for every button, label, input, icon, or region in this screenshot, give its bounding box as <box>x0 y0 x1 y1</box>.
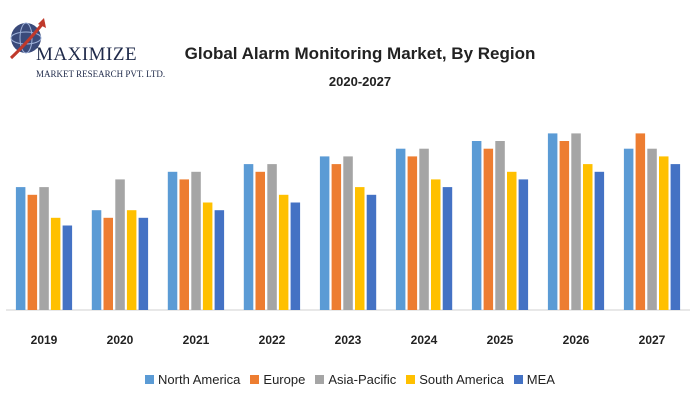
chart-title: Global Alarm Monitoring Market, By Regio… <box>184 44 536 63</box>
x-tick-label: 2022 <box>259 333 286 347</box>
x-tick-label: 2026 <box>563 333 590 347</box>
bar-2022-south-america <box>278 194 289 310</box>
globe-icon <box>9 18 46 60</box>
legend-item: North America <box>145 372 240 387</box>
x-tick-label: 2019 <box>31 333 58 347</box>
bar-2019-south-america <box>50 217 61 310</box>
bar-2026-asia-pacific <box>571 133 581 310</box>
x-tick-label: 2020 <box>107 333 134 347</box>
bar-2025-north-america <box>471 141 482 310</box>
bar-2022-europe <box>255 171 265 310</box>
bar-2019-asia-pacific <box>39 187 49 310</box>
legend-swatch <box>315 375 325 384</box>
bar-2021-mea <box>214 210 225 310</box>
legend-label: Europe <box>263 372 306 387</box>
bar-2027-asia-pacific <box>647 148 657 310</box>
bar-2025-asia-pacific <box>495 141 505 310</box>
bar-2023-asia-pacific <box>343 156 353 310</box>
bar-2026-north-america <box>547 133 558 310</box>
bar-2024-mea <box>442 187 453 310</box>
bar-2027-europe <box>635 133 646 310</box>
bar-2022-mea <box>290 202 301 310</box>
bar-2020-europe <box>103 217 113 310</box>
bar-2026-europe <box>559 141 570 310</box>
bar-2024-europe <box>407 156 418 310</box>
bar-2025-mea <box>518 179 529 310</box>
bar-2024-asia-pacific <box>419 148 429 310</box>
bar-2021-europe <box>179 179 189 310</box>
bar-2020-south-america <box>126 210 137 310</box>
legend-item: Europe <box>250 372 305 387</box>
bar-2024-south-america <box>431 179 441 310</box>
bar-2019-north-america <box>15 187 26 310</box>
logo-name: MAXIMIZE <box>36 44 138 65</box>
bar-2026-south-america <box>583 164 593 310</box>
bar-2022-asia-pacific <box>267 164 277 310</box>
legend-item: Asia-Pacific <box>315 372 396 387</box>
x-tick-label: 2024 <box>411 333 438 347</box>
legend-swatch <box>250 375 260 384</box>
bar-2022-north-america <box>243 164 254 310</box>
bar-2025-south-america <box>507 171 517 310</box>
legend-item: South America <box>406 372 504 387</box>
x-tick-label: 2025 <box>487 333 514 347</box>
legend-label: Asia-Pacific <box>328 372 397 387</box>
bar-2021-asia-pacific <box>191 171 201 310</box>
bar-2027-north-america <box>623 148 634 310</box>
bar-2023-north-america <box>319 156 330 310</box>
bar-2020-north-america <box>91 210 102 310</box>
x-tick-label: 2023 <box>335 333 362 347</box>
bar-2026-mea <box>594 171 605 310</box>
legend-item: MEA <box>513 372 555 387</box>
legend-label: North America <box>158 372 241 387</box>
legend-label: South America <box>419 372 504 387</box>
bar-2020-asia-pacific <box>115 179 125 310</box>
bar-2024-north-america <box>395 148 406 310</box>
chart-subtitle: 2020-2027 <box>328 74 392 89</box>
bar-2019-mea <box>62 225 73 310</box>
logo: MAXIMIZE MARKET RESEARCH PVT. LTD. <box>6 14 165 84</box>
bar-2021-north-america <box>167 171 178 310</box>
logo-tagline: MARKET RESEARCH PVT. LTD. <box>36 69 166 79</box>
bar-2019-europe <box>27 194 38 310</box>
legend-swatch <box>513 375 523 384</box>
legend: North America Europe Asia-Pacific South Ame… <box>0 372 700 387</box>
bar-2027-south-america <box>659 156 669 310</box>
bar-2021-south-america <box>202 202 213 310</box>
bar-2020-mea <box>138 217 149 310</box>
bar-2023-mea <box>366 194 377 310</box>
bar-2025-europe <box>483 148 494 310</box>
x-tick-label: 2021 <box>183 333 210 347</box>
bar-2023-europe <box>331 164 342 310</box>
bar-2027-mea <box>670 164 681 310</box>
legend-swatch <box>406 375 416 384</box>
x-tick-label: 2027 <box>639 333 666 347</box>
bar-2023-south-america <box>355 187 365 310</box>
bar-chart: 2019 2020 2021 2022 2023 2024 2025 2026 2027 <box>6 133 690 347</box>
legend-label: MEA <box>526 372 555 387</box>
legend-swatch <box>145 375 155 384</box>
